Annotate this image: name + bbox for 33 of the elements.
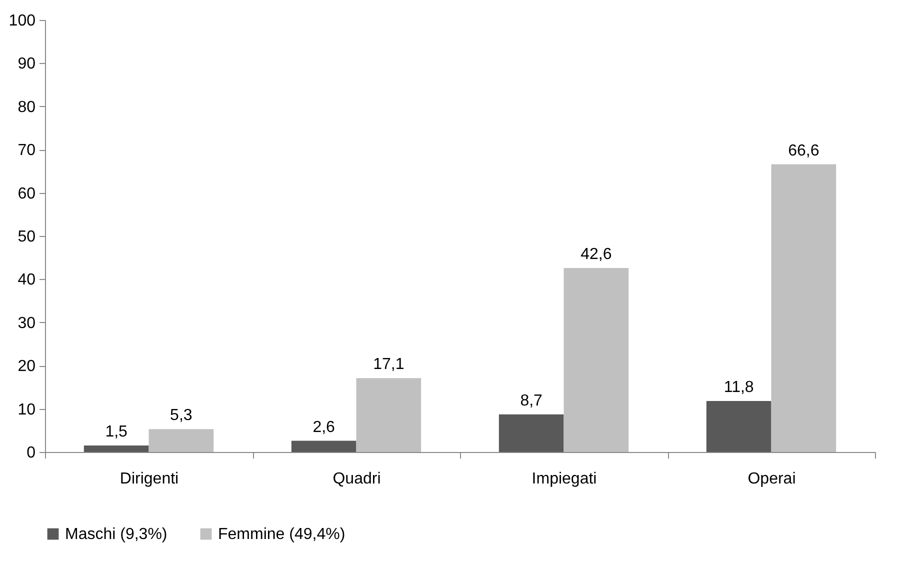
x-tick-label: Impiegati	[532, 470, 597, 488]
x-tick-label: Dirigenti	[120, 470, 179, 488]
y-tick-label: 0	[26, 444, 36, 462]
data-label: 66,6	[788, 142, 820, 160]
bar	[84, 446, 149, 452]
y-tick-label: 50	[18, 228, 36, 246]
data-label: 5,3	[170, 407, 192, 424]
legend-label: Femmine (49,4%)	[218, 526, 346, 543]
y-tick-label: 20	[18, 358, 36, 376]
x-tick-label: Quadri	[332, 470, 381, 488]
y-tick-label: 90	[18, 56, 36, 73]
bar	[356, 378, 422, 452]
bar	[498, 414, 564, 452]
bar	[148, 429, 214, 452]
data-label: 17,1	[373, 356, 404, 374]
data-label: 11,8	[724, 379, 754, 396]
bar	[291, 440, 356, 452]
x-tick-label: Operai	[748, 470, 796, 488]
bar	[706, 401, 772, 452]
y-tick-label: 80	[18, 98, 36, 116]
y-tick-label: 40	[18, 272, 36, 289]
y-tick-label: 10	[18, 401, 36, 418]
data-label: 42,6	[580, 246, 612, 263]
y-tick-label: 30	[18, 314, 36, 332]
y-tick-label: 60	[18, 185, 36, 202]
legend-label: Maschi (9,3%)	[65, 526, 168, 543]
bar	[771, 164, 836, 452]
data-label: 1,5	[105, 424, 128, 441]
data-label: 8,7	[520, 392, 543, 410]
y-tick-label: 70	[18, 142, 36, 160]
y-tick-label: 100	[8, 12, 36, 30]
data-label: 2,6	[312, 418, 336, 436]
bar	[564, 268, 629, 452]
